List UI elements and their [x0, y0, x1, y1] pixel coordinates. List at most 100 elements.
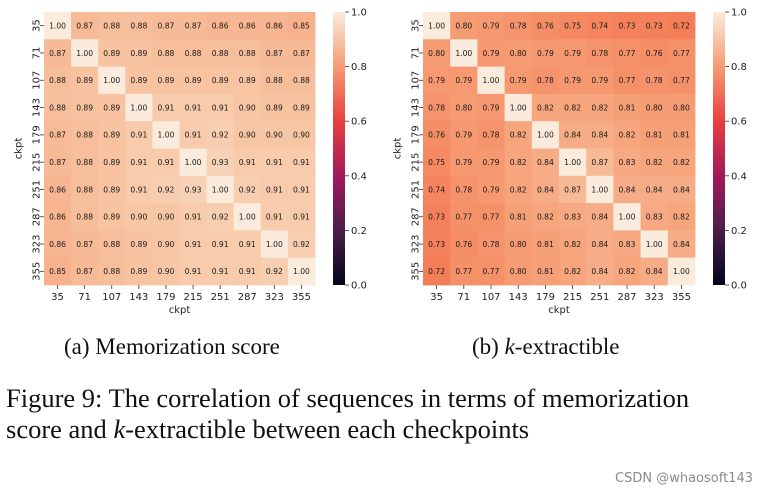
- heatmap-cell: [586, 203, 614, 231]
- heatmap-cell: [613, 148, 641, 177]
- cell-value-label: 0.73: [428, 240, 445, 249]
- subcaption-a: (a) Memorization score: [64, 334, 280, 360]
- cell-value-label: 0.79: [483, 103, 500, 112]
- cell-value-label: 0.81: [646, 131, 663, 140]
- cell-value-label: 0.88: [266, 76, 283, 85]
- heatmap-cell: [640, 230, 669, 259]
- colorbar-tick-label: 0.0: [731, 281, 747, 292]
- heatmap-cell: [450, 39, 478, 67]
- x-tick-label: 215: [563, 292, 582, 303]
- heatmap-cell: [287, 66, 316, 95]
- heatmap-cell: [179, 203, 207, 231]
- cell-value-label: 0.92: [212, 131, 229, 140]
- heatmap-cell: [531, 12, 560, 40]
- heatmap-cell: [152, 257, 180, 286]
- heatmap-cell: [233, 257, 262, 286]
- cell-value-label: 0.72: [428, 267, 445, 276]
- cell-value-label: 0.74: [591, 21, 608, 30]
- cell-value-label: 1.00: [212, 185, 229, 194]
- heatmap-cell: [98, 257, 126, 286]
- cell-value-label: 0.77: [483, 213, 500, 222]
- heatmap-cell: [504, 203, 533, 231]
- heatmap-cell: [152, 121, 180, 149]
- heatmap-cell: [287, 230, 316, 259]
- cell-value-label: 0.88: [76, 185, 93, 194]
- heatmap-cell: [531, 148, 560, 177]
- heatmap-cell: [71, 175, 99, 204]
- cell-value-label: 1.00: [239, 213, 256, 222]
- heatmap-cell: [206, 175, 235, 204]
- heatmap-cell: [613, 257, 641, 286]
- cell-value-label: 0.91: [293, 213, 310, 222]
- cell-value-label: 0.84: [591, 240, 608, 249]
- cell-value-label: 0.91: [185, 131, 202, 140]
- heatmap-cell: [71, 257, 99, 286]
- cell-value-label: 0.92: [266, 267, 283, 276]
- heatmap-cell: [71, 148, 99, 177]
- heatmap-cell: [125, 148, 153, 177]
- x-tick-label: 143: [129, 292, 148, 303]
- cell-value-label: 0.79: [510, 76, 527, 85]
- heatmap-cell: [423, 230, 451, 259]
- cell-value-label: 0.75: [564, 21, 581, 30]
- colorbar-tick-label: 0.2: [731, 226, 747, 237]
- cell-value-label: 0.77: [455, 213, 472, 222]
- heatmap-cell: [586, 66, 614, 95]
- cell-value-label: 0.79: [483, 185, 500, 194]
- cell-value-label: 0.91: [212, 267, 229, 276]
- cell-value-label: 0.81: [619, 103, 636, 112]
- heatmap-cell: [260, 12, 289, 40]
- heatmap-memorization-score: 1.00 0.87 0.88 0.88 0.87 0.87 0.86 0.86 0.86 0.85…: [14, 8, 367, 317]
- heatmap-cell: [44, 203, 72, 231]
- cell-value-label: 0.87: [76, 267, 93, 276]
- heatmap-cell: [613, 66, 641, 95]
- cell-value-label: 0.73: [428, 213, 445, 222]
- heatmap-cell: [450, 121, 478, 149]
- cell-value-label: 0.91: [212, 240, 229, 249]
- heatmap-cell: [423, 175, 451, 204]
- cell-value-label: 0.88: [76, 213, 93, 222]
- cell-value-label: 0.78: [646, 76, 663, 85]
- cell-value-label: 0.78: [510, 21, 527, 30]
- heatmap-cell: [613, 39, 641, 67]
- cell-value-label: 0.85: [49, 267, 66, 276]
- heatmap-cell: [44, 257, 72, 286]
- y-tick-label: 251: [32, 180, 43, 199]
- cell-value-label: 0.79: [455, 76, 472, 85]
- x-tick-label: 107: [102, 292, 121, 303]
- heatmap-cell: [125, 257, 153, 286]
- heatmap-cell: [125, 39, 153, 67]
- cell-value-label: 0.84: [537, 158, 554, 167]
- heatmap-cell: [98, 175, 126, 204]
- heatmap-cell: [71, 121, 99, 149]
- heatmap-cell: [71, 12, 99, 40]
- cell-value-label: 0.89: [130, 49, 147, 58]
- heatmap-cell: [179, 121, 207, 149]
- cell-value-label: 0.89: [239, 76, 256, 85]
- cell-value-label: 0.73: [646, 21, 663, 30]
- cell-value-label: 0.90: [239, 131, 256, 140]
- cell-value-label: 0.91: [293, 185, 310, 194]
- heatmap-cell: [98, 121, 126, 149]
- heatmap-cell: [179, 12, 207, 40]
- heatmap-k-extractible: 1.00 0.80 0.79 0.78 0.76 0.75 0.74 0.73 0.73 0.72…: [393, 8, 747, 317]
- heatmap-cell: [152, 66, 180, 95]
- heatmap-cell: [206, 93, 235, 122]
- heatmap-cell: [287, 257, 316, 286]
- heatmap-cell: [640, 148, 669, 177]
- cell-value-label: 0.72: [673, 21, 690, 30]
- cell-value-label: 0.84: [537, 185, 554, 194]
- cell-value-label: 0.89: [103, 213, 120, 222]
- heatmap-cell: [667, 66, 696, 95]
- cell-value-label: 0.91: [266, 158, 283, 167]
- heatmap-cell: [179, 66, 207, 95]
- cell-value-label: 1.00: [564, 158, 581, 167]
- cell-value-label: 0.91: [239, 240, 256, 249]
- cell-value-label: 0.84: [646, 185, 663, 194]
- heatmap-cell: [586, 39, 614, 67]
- heatmap-cell: [287, 203, 316, 231]
- cell-value-label: 0.82: [564, 103, 581, 112]
- heatmap-cell: [260, 257, 289, 286]
- cell-value-label: 0.76: [646, 49, 663, 58]
- colorbar-tick-label: 0.8: [351, 62, 367, 73]
